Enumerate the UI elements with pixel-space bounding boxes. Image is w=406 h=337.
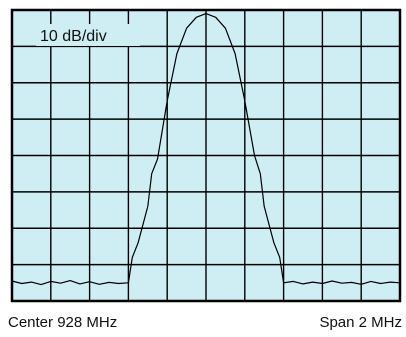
grid	[12, 10, 400, 301]
spectrum-trace	[11, 13, 401, 286]
plot-frame	[10, 8, 402, 303]
center-frequency-label: Center 928 MHz	[8, 314, 118, 331]
scale-label-backdrop	[36, 24, 140, 46]
span-label: Span 2 MHz	[319, 314, 402, 331]
scale-label: 10 dB/div	[40, 28, 107, 45]
